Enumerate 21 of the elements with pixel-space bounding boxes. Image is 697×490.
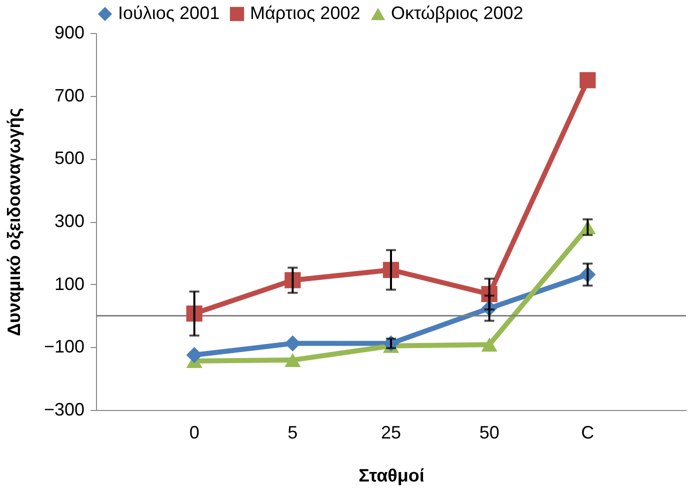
legend-label: Ιούλιος 2001 [118,3,220,23]
y-tick-label: −100 [44,336,84,357]
legend-label: Μάρτιος 2002 [250,3,360,23]
y-tick-label: 500 [54,148,84,168]
point [580,72,596,88]
x-axis-title: Σταθμοί [358,466,424,486]
point [186,346,202,364]
y-tick-label: 100 [54,274,84,294]
x-tick-label: 0 [189,422,200,442]
y-tick-label: 900 [54,22,84,42]
y-tick-label: 700 [54,85,84,106]
point [481,338,498,352]
x-tick-label: 25 [380,422,402,442]
x-tick-label: 5 [288,422,298,442]
point [284,353,301,368]
y-tick-label: −300 [44,400,84,420]
y-axis-title: Δυναμικό οξειδοαναγωγής [4,108,24,336]
x-tick-label: C [581,422,594,442]
legend-label: Οκτώβριος 2002 [391,3,524,23]
y-tick-label: 300 [54,211,84,231]
x-tick-label: 50 [479,422,500,442]
